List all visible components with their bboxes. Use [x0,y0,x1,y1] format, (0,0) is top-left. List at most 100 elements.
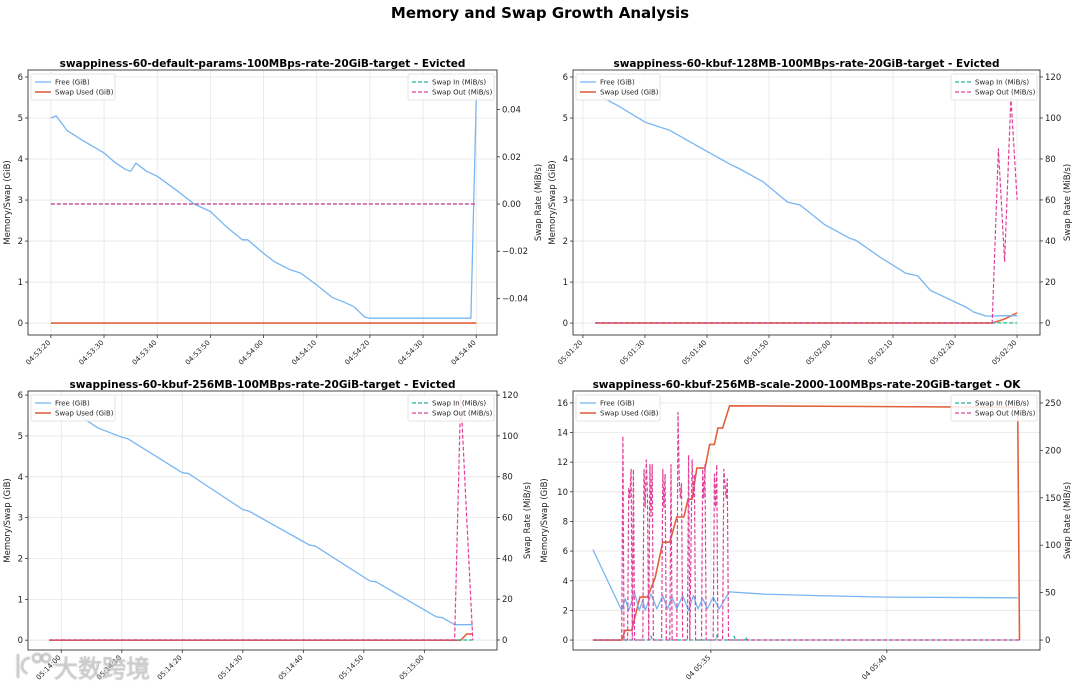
y-tick-label: 3 [18,196,23,206]
series-line-swap-used [592,405,1021,641]
series-line-swap-out [592,411,1020,641]
subplot-2: swappiness-60-kbuf-128MB-100MBps-rate-20… [548,58,1073,367]
series-line-swap-used [49,633,473,641]
y2-tick-label: 0 [1045,636,1050,646]
y-tick-label: 0 [18,636,23,646]
x-tick-label: 04:54:30 [397,339,425,367]
legend-rates: Swap In (MiB/s) Swap Out (MiB/s) [407,394,495,422]
legend-label: Swap In (MiB/s) [975,79,1029,87]
legend-label: Free (GiB) [55,79,90,87]
y-tick-label: 2 [18,554,23,564]
x-tick-label: 05:14:40 [277,654,305,682]
y2-tick-label: 0.00 [502,200,521,210]
y2-axis-label: Swap Rate (MiB/s) [1063,164,1073,241]
y-tick-label: 6 [563,547,568,557]
x-tick-label: 05:01:50 [742,339,770,367]
y-tick-label: 3 [18,514,23,524]
y-tick-label: 5 [563,114,568,124]
y2-tick-label: 80 [1045,155,1056,165]
y2-tick-label: 0 [502,636,507,646]
series-line-free [54,400,473,626]
y2-tick-label: 100 [502,432,518,442]
x-tick-label: 04:53:30 [78,339,106,367]
legend-rates: Swap In (MiB/s) Swap Out (MiB/s) [950,73,1038,101]
legend-label: Swap Out (MiB/s) [432,410,493,418]
y-tick-label: 5 [18,432,23,442]
x-tick-label: 04:53:50 [184,339,212,367]
y-axis-label: Memory/Swap (GiB) [540,478,550,563]
legend-label: Swap In (MiB/s) [432,400,486,408]
legend-label: Swap Used (GiB) [600,410,659,418]
legend-memory: Free (GiB) Swap Used (GiB) [575,73,661,101]
legend-memory: Free (GiB) Swap Used (GiB) [30,394,116,422]
y-tick-label: 1 [18,278,23,288]
legend-rates: Swap In (MiB/s) Swap Out (MiB/s) [407,73,495,101]
y2-tick-label: 60 [502,514,513,524]
subplot-1: swappiness-60-default-params-100MBps-rat… [3,58,544,367]
y-tick-label: 6 [563,73,568,83]
y-tick-label: 2 [563,606,568,616]
y-tick-label: 2 [563,237,568,247]
legend-box [575,73,661,101]
y2-tick-label: 200 [1045,446,1061,456]
y-tick-label: 4 [563,155,568,165]
x-tick-label: 05:14:30 [216,654,244,682]
y-tick-label: 0 [563,319,568,329]
series-line-swap-in [592,634,1020,641]
y-tick-label: 14 [557,429,568,439]
x-tick-label: 04 05:35 [684,654,712,682]
legend-label: Swap Out (MiB/s) [975,410,1036,418]
x-tick-label: 05:01:40 [680,339,708,367]
x-tick-label: 05:02:30 [991,339,1019,367]
legend-box [950,73,1038,101]
legend-label: Swap In (MiB/s) [975,400,1029,408]
y-tick-label: 6 [18,73,23,83]
x-tick-label: 05:01:20 [556,339,584,367]
legend-memory: Free (GiB) Swap Used (GiB) [30,73,116,101]
y2-tick-label: 0 [1045,319,1050,329]
legend-box [30,394,116,422]
x-tick-label: 04:53:20 [24,339,52,367]
y-tick-label: 10 [557,488,568,498]
y2-tick-label: 40 [502,554,513,564]
y-tick-label: 1 [563,278,568,288]
legend-box [30,73,116,101]
y-axis-label: Memory/Swap (GiB) [3,478,13,563]
subplot-title: swappiness-60-kbuf-256MB-100MBps-rate-20… [69,379,455,391]
subplot-4: swappiness-60-kbuf-256MB-scale-2000-100M… [540,379,1073,682]
x-tick-label: 05:14:00 [35,654,63,682]
legend-label: Swap Used (GiB) [55,410,114,418]
x-tick-label: 05:02:20 [929,339,957,367]
y2-axis-label: Swap Rate (MiB/s) [534,164,544,241]
x-tick-label: 05:14:10 [95,654,123,682]
y-tick-label: 4 [18,473,23,483]
y2-tick-label: 100 [1045,541,1061,551]
subplot-3: swappiness-60-kbuf-256MB-100MBps-rate-20… [3,379,533,682]
y-tick-label: 12 [557,458,568,468]
y-tick-label: 6 [18,391,23,401]
series-line-swap-out [595,96,1018,324]
y2-tick-label: 100 [1045,114,1061,124]
series-line-free [50,97,477,319]
y2-axis-label: Swap Rate (MiB/s) [1063,482,1073,559]
x-tick-label: 04:54:40 [450,339,478,367]
y2-tick-label: 40 [1045,237,1056,247]
y2-tick-label: 60 [1045,196,1056,206]
x-tick-label: 04:54:20 [343,339,371,367]
legend-label: Free (GiB) [600,400,635,408]
x-tick-label: 05:02:00 [805,339,833,367]
y-tick-label: 3 [563,196,568,206]
y-tick-label: 1 [18,595,23,605]
series-line-free [594,92,1018,317]
legend-box [407,394,495,422]
figure-title: Memory and Swap Growth Analysis [391,4,689,22]
axes-frame [27,390,498,651]
y2-tick-label: 80 [502,473,513,483]
legend-label: Swap Used (GiB) [600,89,659,97]
y2-tick-label: 20 [502,595,513,605]
x-tick-label: 04:54:10 [290,339,318,367]
legend-box [407,73,495,101]
x-tick-label: 04:53:40 [131,339,159,367]
x-tick-label: 05:14:20 [156,654,184,682]
